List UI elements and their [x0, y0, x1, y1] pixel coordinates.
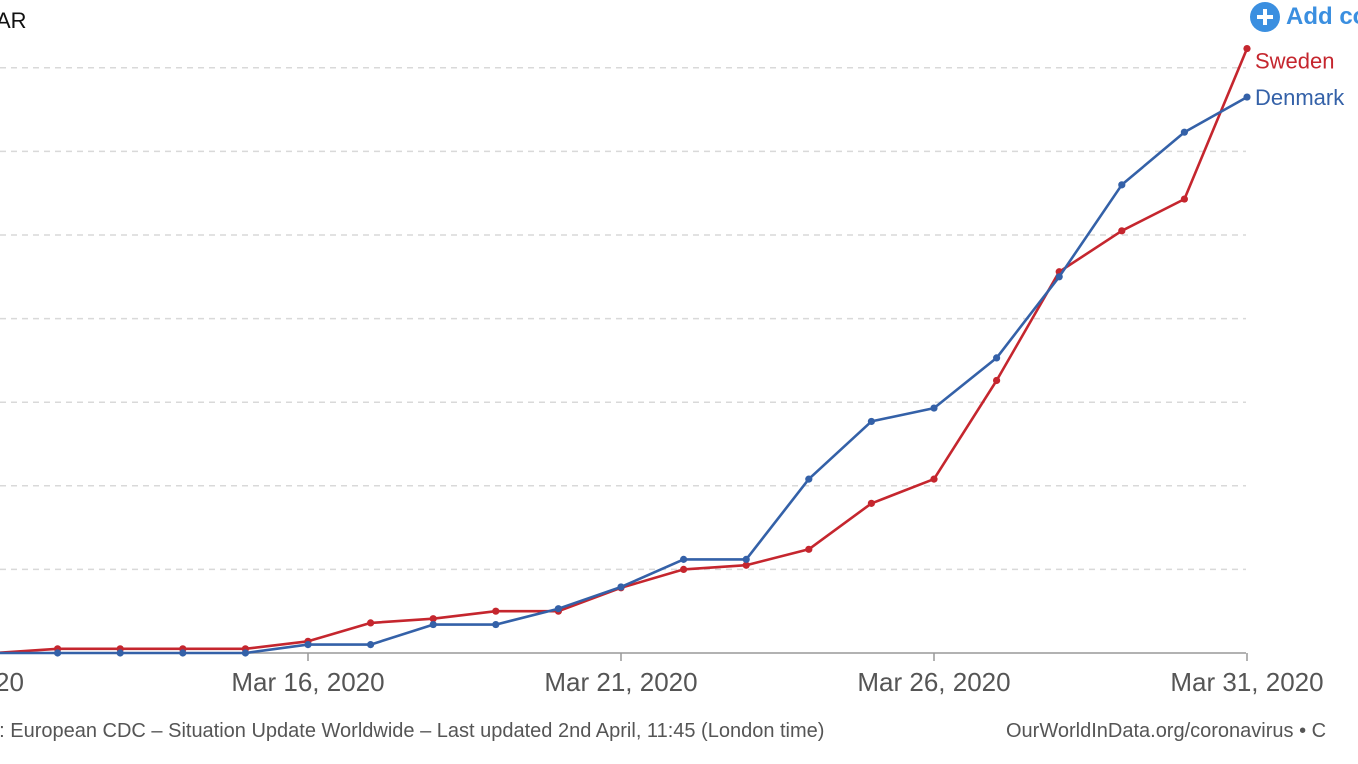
data-point [241, 649, 249, 657]
series-label-sweden: Sweden [1255, 49, 1335, 74]
data-point [116, 649, 124, 657]
series-line-sweden [0, 48, 1249, 654]
data-point [680, 565, 688, 574]
data-point [492, 620, 500, 629]
data-point [993, 376, 1001, 385]
data-point [1118, 227, 1126, 235]
x-tick-label: 2020 [0, 667, 24, 697]
data-point [54, 649, 62, 657]
site-link[interactable]: OurWorldInData.org/coronavirus • C [1006, 720, 1327, 742]
data-point [1180, 128, 1188, 136]
data-point [304, 641, 312, 649]
data-point [742, 561, 750, 569]
gridlines [0, 67, 1246, 571]
x-axis: 2020 Mar 16, 2020 Mar 21, 2020 Mar 26, 2020… [0, 652, 1324, 697]
data-point [1055, 273, 1063, 281]
data-point [867, 499, 876, 507]
data-point [1118, 181, 1126, 189]
data-point [930, 404, 938, 412]
data-point [1180, 195, 1188, 203]
data-point [492, 607, 500, 615]
data-point [742, 555, 750, 563]
x-tick-label: Mar 21, 2020 [544, 667, 697, 697]
x-tick-label: Mar 31, 2020 [1170, 667, 1323, 697]
data-point [617, 583, 625, 591]
data-point [429, 615, 437, 623]
chart-title-fragment: AR [0, 8, 27, 33]
data-point [680, 555, 688, 563]
data-point [805, 475, 813, 483]
x-tick-label: Mar 26, 2020 [857, 667, 1010, 697]
series-labels: Sweden Denmark [1255, 49, 1345, 110]
data-point [993, 354, 1001, 362]
data-point [930, 475, 938, 483]
data-point [367, 641, 375, 649]
data-point [805, 545, 813, 553]
data-point [554, 605, 563, 613]
series-lines [0, 44, 1251, 657]
chart-footer: e: European CDC – Situation Update World… [0, 720, 1358, 750]
data-point [179, 649, 187, 657]
data-point [1243, 93, 1251, 101]
plus-circle-icon [1250, 2, 1280, 32]
data-point [367, 619, 375, 627]
data-point [867, 417, 876, 426]
series-label-denmark: Denmark [1255, 85, 1345, 110]
x-tick-label: Mar 16, 2020 [231, 667, 384, 697]
add-country-button[interactable]: Add co [1250, 2, 1358, 32]
data-point [429, 620, 437, 629]
add-country-label: Add co [1286, 3, 1358, 30]
source-note: e: European CDC – Situation Update World… [0, 720, 825, 742]
data-point [1243, 44, 1251, 53]
